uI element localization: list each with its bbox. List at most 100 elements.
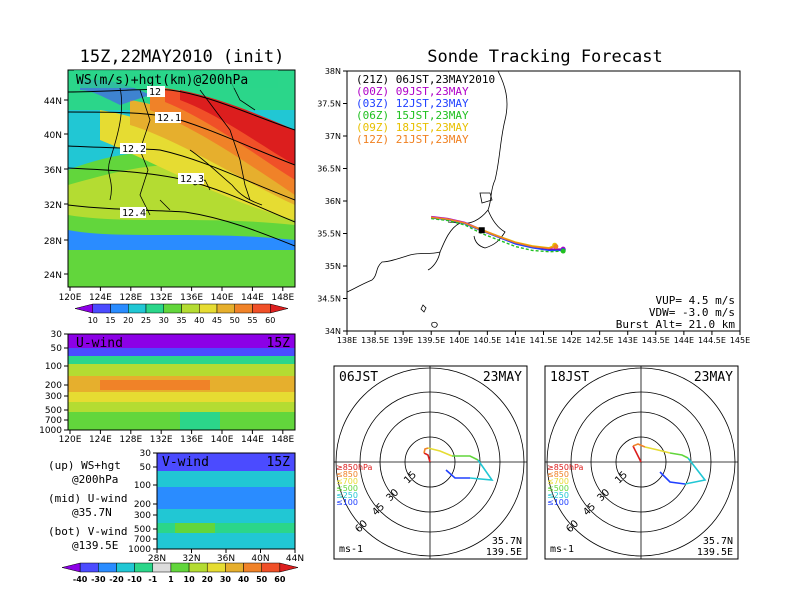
- track-line: [431, 216, 557, 250]
- lon-tick-label: 136E: [180, 293, 203, 303]
- lon-tick-label: 144E: [241, 435, 264, 445]
- hodo-time: 18JST: [550, 370, 589, 385]
- colorbar-swatch: [128, 303, 147, 314]
- top-colorbar: 10 15 20 25 30 35 40 45 50 55 60: [74, 303, 289, 325]
- pressure-tick-label: 1000: [39, 426, 62, 436]
- v-wind-label: V-wind: [162, 455, 209, 470]
- track-line: [431, 217, 564, 253]
- lon-tick-label: 144E: [241, 293, 264, 303]
- pressure-tick-label: 50: [140, 463, 152, 473]
- note-mid-line1: (mid) U-wind: [48, 492, 127, 505]
- colorbar-label: -1: [148, 575, 157, 584]
- lat-tick-label: 28N: [44, 237, 62, 247]
- lat-tick-label: 34N: [325, 327, 341, 336]
- lon-tick-label: 139E: [393, 336, 413, 345]
- colorbar-swatch: [79, 562, 99, 573]
- v-wind-time: 15Z: [267, 455, 291, 470]
- colorbar-swatch: [110, 303, 129, 314]
- lon-tick-label: 141E: [505, 336, 525, 345]
- pressure-tick-label: 300: [45, 392, 62, 402]
- contour-label: 12.4: [122, 208, 146, 219]
- lon-tick-label: 140E: [211, 435, 234, 445]
- hodo-legend-item: ≤500: [336, 484, 358, 493]
- colorbar-label: -30: [91, 575, 106, 584]
- colorbar-swatch: [199, 303, 218, 314]
- pressure-tick-label: 500: [134, 525, 151, 535]
- colorbar-label: 60: [274, 575, 286, 584]
- hodo-legend-item: ≤500: [547, 484, 569, 493]
- lat-tick-label: 38N: [325, 67, 341, 76]
- colorbar-label: -10: [127, 575, 142, 584]
- colorbar-label: 30: [220, 575, 232, 584]
- pressure-tick-label: 200: [45, 381, 62, 391]
- param-burst: Burst Alt= 21.0 km: [616, 318, 736, 331]
- lat-tick-label: 44N: [44, 97, 62, 107]
- colorbar-swatch: [61, 562, 81, 573]
- colorbar-swatch: [92, 303, 111, 314]
- u-wind-label: U-wind: [76, 336, 123, 351]
- lat-tick-label: 28N: [148, 554, 166, 564]
- colorbar-label: 25: [141, 316, 151, 325]
- note-bot-line1: (bot) V-wind: [48, 525, 127, 538]
- lon-tick-label: 120E: [59, 293, 82, 303]
- pressure-tick-label: 100: [45, 362, 62, 372]
- colorbar-swatch: [145, 303, 164, 314]
- hodo-date: 23MAY: [483, 370, 522, 385]
- contour-label: 12.2: [122, 144, 146, 155]
- lon-tick-label: 139.5E: [417, 336, 445, 345]
- launch-point: [478, 227, 485, 234]
- param-vup: VUP= 4.5 m/s: [656, 294, 735, 307]
- track-series: [431, 215, 566, 254]
- lon-tick-label: 140E: [449, 336, 469, 345]
- hodo-lon: 139.5E: [697, 547, 733, 558]
- hodo-date: 23MAY: [694, 370, 733, 385]
- track-map: 38N 37.5N 37N 36.5N 36N 35.5N 35N 34.5N 34N 138E…: [317, 67, 750, 345]
- colorbar-swatch: [188, 562, 208, 573]
- pressure-tick-label: 1000: [128, 545, 151, 555]
- hodo-legend-item: ≥850hPa: [336, 463, 373, 472]
- lon-tick-label: 138E: [337, 336, 357, 345]
- top-map-label: WS(m/s)+hgt(km)@200hPa: [76, 73, 248, 88]
- lon-tick-label: 132E: [150, 293, 173, 303]
- lat-tick-label: 24N: [44, 271, 62, 281]
- colorbar-swatch: [225, 562, 244, 573]
- lon-tick-label: 140E: [211, 293, 234, 303]
- lat-tick-label: 36N: [44, 166, 62, 176]
- panel-notes: (up) WS+hgt @200hPa (mid) U-wind @35.7N …: [48, 459, 127, 552]
- lat-tick-label: 32N: [182, 554, 200, 564]
- note-mid-line2: @35.7N: [72, 506, 112, 519]
- bottom-colorbar: -40 -30 -20 -10 -1 1 10 20 30 40 50 60: [61, 562, 299, 584]
- colorbar-label: 40: [238, 575, 250, 584]
- pressure-tick-label: 30: [140, 449, 152, 459]
- colorbar-swatch: [170, 562, 190, 573]
- lon-tick-label: 141.5E: [530, 336, 558, 345]
- track-legend: (21Z) 06JST,23MAY2010(00Z) 09JST,23MAY(0…: [356, 73, 495, 146]
- hodo-trace: [632, 443, 707, 485]
- lon-tick-label: 142.5E: [586, 336, 614, 345]
- colorbar-swatch: [152, 562, 172, 573]
- colorbar-label: 10: [184, 575, 196, 584]
- lon-tick-label: 138.5E: [361, 336, 389, 345]
- sonde-params: VUP= 4.5 m/s VDW= -3.0 m/s Burst Alt= 21…: [616, 294, 736, 331]
- colorbar-swatch: [74, 303, 93, 314]
- colorbar-label: -20: [109, 575, 124, 584]
- lon-tick-label: 128E: [119, 435, 142, 445]
- hodo-time: 06JST: [339, 370, 378, 385]
- v-wind-lat-ticks: 28N 32N 36N 40N 44N: [148, 549, 304, 564]
- pressure-tick-label: 700: [134, 535, 151, 545]
- lat-tick-label: 36.5N: [317, 165, 341, 174]
- colorbar-label: 55: [247, 316, 257, 325]
- pressure-tick-label: 500: [45, 406, 62, 416]
- lat-tick-label: 35.5N: [317, 230, 341, 239]
- top-map-lat-ticks: 44N 40N 36N 32N 28N 24N: [44, 97, 68, 281]
- colorbar-swatch: [206, 562, 226, 573]
- lat-tick-label: 44N: [286, 554, 304, 564]
- hodo-unit: ms-1: [550, 544, 574, 555]
- hodo-trace: [423, 447, 494, 481]
- note-up-line1: (up) WS+hgt: [48, 459, 121, 472]
